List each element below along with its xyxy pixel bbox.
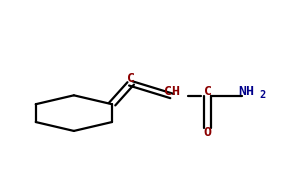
Text: 2: 2	[260, 90, 266, 100]
Text: C: C	[127, 72, 135, 85]
Text: C: C	[204, 85, 212, 98]
Text: O: O	[204, 126, 212, 139]
Text: NH: NH	[238, 85, 254, 98]
Text: CH: CH	[164, 85, 180, 98]
